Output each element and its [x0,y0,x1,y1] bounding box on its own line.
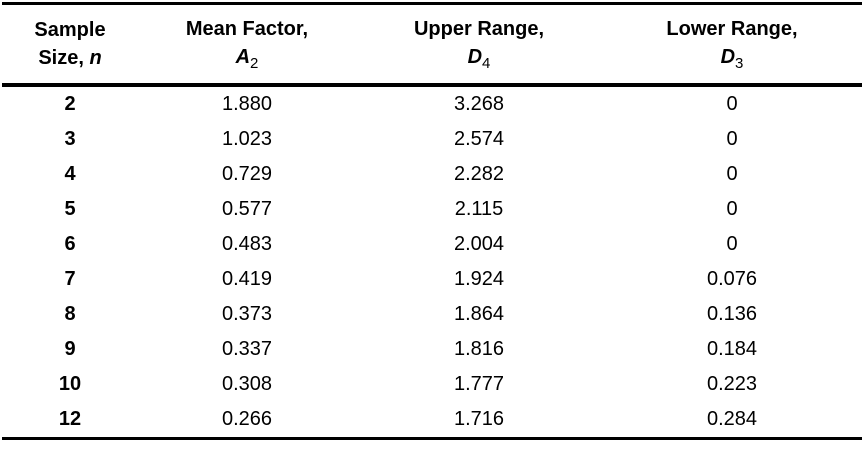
header-line1: Sample [34,19,106,41]
cell-d4: 2.282 [453,163,505,185]
cell-a2: 1.880 [221,93,273,115]
symbol-a: A [235,46,251,68]
cell-d3: 0.076 [706,268,758,290]
header-row: Sample Size, n Mean Factor, A2 Upper Ran… [2,4,862,86]
header-line1: Lower Range, [666,18,798,40]
cell-d3: 0 [726,163,738,185]
table-row: 7 0.419 1.924 0.076 [2,262,862,297]
cell-sample-size: 12 [58,408,82,430]
symbol-d4-subscript: 4 [482,55,491,72]
col-header-lower-range: Lower Range, D3 [602,4,862,86]
symbol-d4: D [467,46,483,68]
table-row: 3 1.023 2.574 0 [2,122,862,157]
cell-sample-size: 8 [64,303,76,325]
cell-d4: 1.864 [453,303,505,325]
cell-sample-size: 6 [64,233,76,255]
cell-d3: 0 [726,93,738,115]
table-row: 2 1.880 3.268 0 [2,85,862,122]
cell-d3: 0 [726,233,738,255]
control-chart-factors-page: Sample Size, n Mean Factor, A2 Upper Ran… [2,2,862,440]
cell-d3: 0.284 [706,408,758,430]
col-header-sample-size: Sample Size, n [2,4,138,86]
cell-d4: 2.004 [453,233,505,255]
cell-sample-size: 2 [64,93,76,115]
header-line2: D4 [467,46,491,72]
table-row: 5 0.577 2.115 0 [2,192,862,227]
table-row: 10 0.308 1.777 0.223 [2,367,862,402]
cell-sample-size: 7 [64,268,76,290]
symbol-d3: D [720,46,736,68]
table-header: Sample Size, n Mean Factor, A2 Upper Ran… [2,4,862,86]
control-chart-factors-table: Sample Size, n Mean Factor, A2 Upper Ran… [2,2,862,440]
header-line1: Mean Factor, [185,18,309,40]
cell-sample-size: 9 [64,338,76,360]
header-line2: D3 [720,46,744,72]
header-line2: Size, n [38,47,101,69]
cell-a2: 1.023 [221,128,273,150]
cell-d4: 1.777 [453,373,505,395]
cell-d3: 0.223 [706,373,758,395]
table-row: 9 0.337 1.816 0.184 [2,332,862,367]
cell-sample-size: 3 [64,128,76,150]
cell-d3: 0 [726,128,738,150]
cell-d3: 0.136 [706,303,758,325]
symbol-a-subscript: 2 [250,55,259,72]
cell-d3: 0 [726,198,738,220]
cell-d4: 1.716 [453,408,505,430]
header-line2: A2 [235,46,259,72]
cell-a2: 0.308 [221,373,273,395]
symbol-n: n [89,47,102,69]
cell-a2: 0.266 [221,408,273,430]
table-row: 8 0.373 1.864 0.136 [2,297,862,332]
cell-a2: 0.729 [221,163,273,185]
table-row: 12 0.266 1.716 0.284 [2,402,862,439]
cell-sample-size: 5 [64,198,76,220]
table-body: 2 1.880 3.268 0 3 1.023 2.574 0 4 0.729 … [2,85,862,439]
cell-d4: 1.816 [453,338,505,360]
cell-d4: 2.574 [453,128,505,150]
cell-a2: 0.373 [221,303,273,325]
cell-a2: 0.483 [221,233,273,255]
table-row: 4 0.729 2.282 0 [2,157,862,192]
table-row: 6 0.483 2.004 0 [2,227,862,262]
header-text: Size, [38,47,84,69]
cell-a2: 0.337 [221,338,273,360]
cell-d3: 0.184 [706,338,758,360]
cell-a2: 0.577 [221,198,273,220]
cell-sample-size: 10 [58,373,82,395]
cell-d4: 3.268 [453,93,505,115]
header-line1: Upper Range, [413,18,545,40]
col-header-mean-factor: Mean Factor, A2 [138,4,356,86]
cell-d4: 1.924 [453,268,505,290]
cell-a2: 0.419 [221,268,273,290]
symbol-d3-subscript: 3 [735,55,744,72]
col-header-upper-range: Upper Range, D4 [356,4,602,86]
cell-sample-size: 4 [64,163,76,185]
cell-d4: 2.115 [454,198,504,220]
